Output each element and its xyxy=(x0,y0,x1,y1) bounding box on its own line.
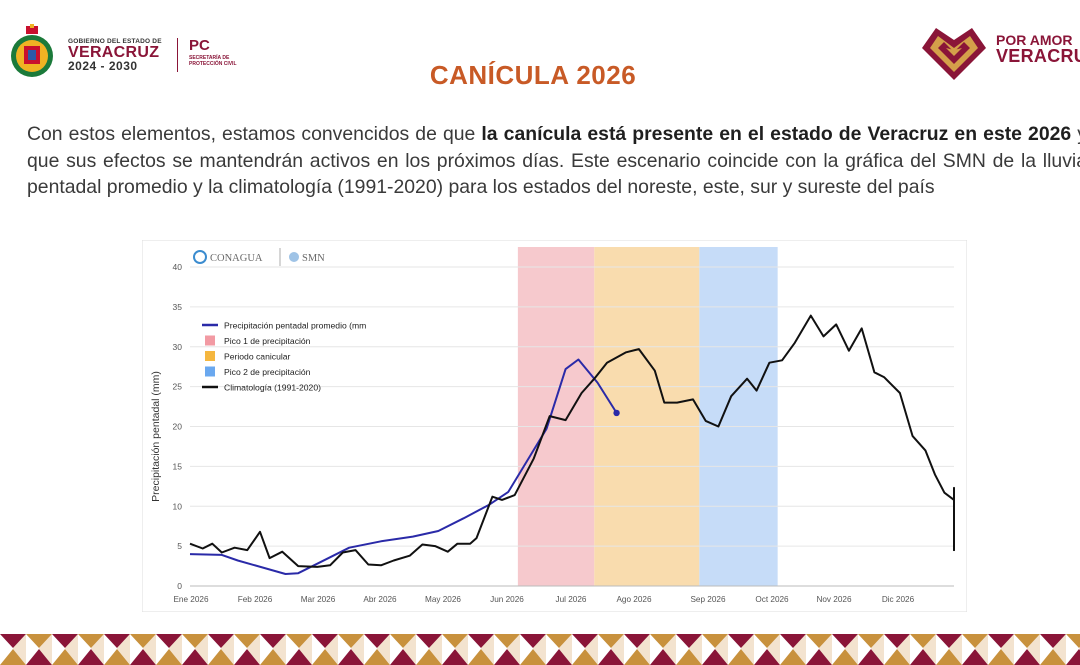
por-amor-heart-logo xyxy=(918,20,990,84)
legend-label: Climatología (1991-2020) xyxy=(224,383,321,393)
gov-label: GOBIERNO DEL ESTADO DE xyxy=(68,38,162,45)
slogan-top: POR AMOR xyxy=(996,32,1073,48)
series-line-1 xyxy=(189,314,955,568)
legend-swatch-box xyxy=(205,366,215,377)
description-paragraph: Con estos elementos, estamos convencidos… xyxy=(27,121,1080,201)
x-tick-label: Ene 2026 xyxy=(173,595,209,604)
series-line-0 xyxy=(189,358,618,575)
slogan-bottom: VERACRUZ xyxy=(996,46,1080,66)
chart-band-1 xyxy=(594,247,700,586)
pc-title: PC xyxy=(189,37,210,54)
chart-band-0 xyxy=(517,247,595,586)
legend-label: Periodo canicular xyxy=(224,352,291,362)
y-tick-label: 20 xyxy=(173,422,183,432)
y-tick-label: 10 xyxy=(173,501,183,511)
x-tick-label: May 2026 xyxy=(425,595,461,604)
y-tick-label: 25 xyxy=(173,382,183,392)
y-tick-label: 40 xyxy=(173,262,183,272)
x-tick-label: Jun 2026 xyxy=(490,595,524,604)
chart-svg: 0 5 10 15 20 25 30 35 40 Ene 2026 Feb 2026 Mar 2026… xyxy=(142,240,967,612)
x-tick-label: Mar 2026 xyxy=(301,595,336,604)
conagua-icon xyxy=(193,250,207,264)
x-tick-label: Sep 2026 xyxy=(690,595,726,604)
y-tick-label: 15 xyxy=(173,461,183,471)
x-tick-label: Feb 2026 xyxy=(238,595,273,604)
y-tick-label: 35 xyxy=(173,302,183,312)
x-tick-label: Ago 2026 xyxy=(616,595,652,604)
legend-swatch-box xyxy=(205,335,215,346)
legend-swatch-box xyxy=(205,351,215,361)
smn-icon xyxy=(289,252,299,262)
legend-label: Pico 2 de precipitación xyxy=(224,367,311,377)
description-text-2: y que sus efectos se mantendrán activos … xyxy=(27,123,1080,198)
decorative-footer-band xyxy=(0,634,1080,665)
veracruz-coat-of-arms-logo xyxy=(8,24,56,80)
x-tick-label: Nov 2026 xyxy=(816,595,851,604)
smn-logo-text: SMN xyxy=(302,253,325,264)
y-tick-label: 5 xyxy=(177,541,182,551)
gov-state-name: VERACRUZ xyxy=(68,44,160,61)
y-axis-label: Precipitación pentadal (mm) xyxy=(150,371,162,502)
header-divider xyxy=(177,38,178,72)
x-tick-label: Dic 2026 xyxy=(882,595,915,604)
gov-years: 2024 - 2030 xyxy=(68,59,138,73)
page-title: CANÍCULA 2026 xyxy=(429,60,637,90)
y-tick-label: 0 xyxy=(177,581,182,591)
x-tick-label: Oct 2026 xyxy=(755,595,789,604)
series-end-marker xyxy=(613,409,620,417)
pc-subtitle: SECRETARÍA DE PROTECCIÓN CIVIL xyxy=(189,55,237,67)
description-bold-text: la canícula está presente en el estado d… xyxy=(481,123,1072,145)
chart-band-2 xyxy=(699,247,778,586)
y-tick-label: 30 xyxy=(173,342,183,352)
precipitation-chart: 0 5 10 15 20 25 30 35 40 Ene 2026 Feb 2026 Mar 2026… xyxy=(142,240,967,612)
x-tick-label: Abr 2026 xyxy=(363,595,397,604)
conagua-logo-text: CONAGUA xyxy=(210,253,263,264)
description-text-1: Con estos elementos, estamos convencidos… xyxy=(27,123,482,145)
legend-label: Precipitación pentadal promedio (mm xyxy=(224,321,366,331)
legend-label: Pico 1 de precipitación xyxy=(224,336,311,346)
x-tick-label: Jul 2026 xyxy=(556,595,587,604)
